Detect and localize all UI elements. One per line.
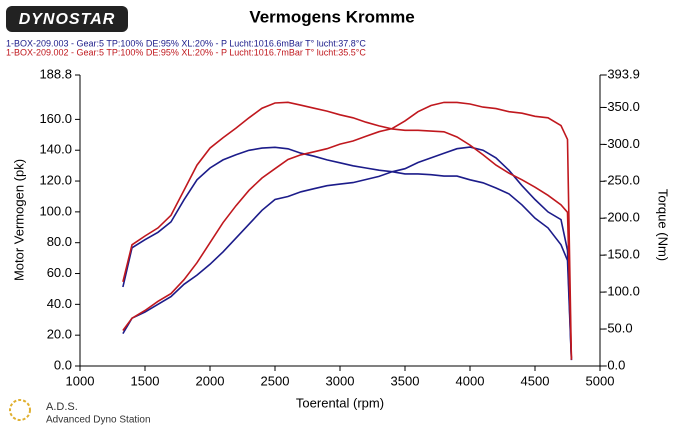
x-tick-label: 1500	[131, 373, 160, 388]
power-line	[122, 146, 573, 360]
y2-axis-label: Torque (Nm)	[656, 189, 671, 261]
y2-tick-label: -350.0	[603, 99, 640, 114]
torque-line	[122, 146, 573, 361]
y2-tick-label: -300.0	[603, 136, 640, 151]
legend-entry: 1-BOX-209.002 - Gear:5 TP:100% DE:95% XL…	[6, 47, 366, 57]
y-tick-label: 188.8	[39, 66, 72, 81]
y-tick-label: 120.0	[39, 172, 72, 187]
logo: DYNOSTAR	[19, 11, 116, 28]
y-tick-label: 20.0	[47, 327, 72, 342]
y2-tick-label: -100.0	[603, 284, 640, 299]
y-tick-label: 40.0	[47, 296, 72, 311]
y2-tick-label: -150.0	[603, 247, 640, 262]
chart-title: Vermogens Kromme	[249, 7, 414, 26]
x-tick-label: 3500	[391, 373, 420, 388]
y2-tick-label: -0.0	[603, 357, 625, 372]
y-tick-label: 160.0	[39, 111, 72, 126]
y2-tick-label: -50.0	[603, 320, 633, 335]
logo-box	[6, 6, 128, 32]
footer-subtitle: Advanced Dyno Station	[46, 415, 151, 426]
x-tick-label: 2000	[196, 373, 225, 388]
x-tick-label: 3000	[326, 373, 355, 388]
power-line	[122, 101, 573, 360]
footer-logo	[9, 399, 31, 421]
x-tick-label: 4000	[456, 373, 485, 388]
x-tick-label: 5000	[586, 373, 615, 388]
y-axis-label: Motor Vermogen (pk)	[11, 159, 26, 281]
legend-entry: 1-BOX-209.003 - Gear:5 TP:100% DE:95% XL…	[6, 38, 366, 48]
torque-line	[122, 101, 573, 358]
footer-brand: A.D.S.	[46, 401, 78, 413]
x-tick-label: 1000	[66, 373, 95, 388]
x-tick-label: 2500	[261, 373, 290, 388]
y2-tick-label: -200.0	[603, 210, 640, 225]
y-tick-label: 80.0	[47, 234, 72, 249]
y2-tick-label: -393.9	[603, 66, 640, 81]
y-tick-label: 60.0	[47, 265, 72, 280]
y-tick-label: 100.0	[39, 203, 72, 218]
x-tick-label: 4500	[521, 373, 550, 388]
x-axis-label: Toerental (rpm)	[296, 395, 384, 410]
y-tick-label: 0.0	[54, 357, 72, 372]
y2-tick-label: -250.0	[603, 173, 640, 188]
y-tick-label: 140.0	[39, 142, 72, 157]
